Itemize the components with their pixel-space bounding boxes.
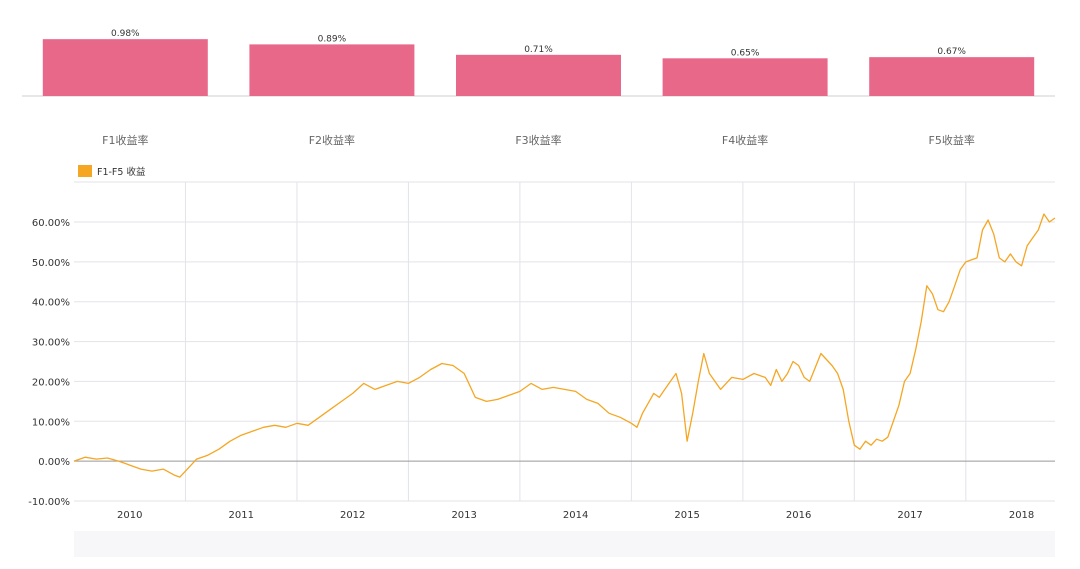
y-tick-label-1: 0.00% <box>38 457 70 468</box>
x-tick-label-3: 2013 <box>451 510 476 521</box>
x-tick-label-6: 2016 <box>786 510 811 521</box>
legend-label: F1-F5 收益 <box>97 166 146 178</box>
bar-data-label-4: 0.65% <box>731 48 760 58</box>
plot-bottom-band <box>74 531 1055 557</box>
bar-data-label-1: 0.98% <box>111 29 140 39</box>
y-axis-tick-labels: -10.00% 0.00% 10.00% 20.00% 30.00% 40.00% 50.0… <box>28 218 70 508</box>
bar-5 <box>869 57 1035 96</box>
x-tick-label-4: 2014 <box>563 510 588 521</box>
bar-4 <box>662 58 828 96</box>
x-axis-tick-labels: 2010 2011 2012 2013 2014 2015 2016 2017 2018 <box>117 510 1034 521</box>
x-tick-label-2: 2012 <box>340 510 365 521</box>
y-tick-label-2: 10.00% <box>32 417 70 428</box>
bar-data-labels: 0.98% 0.89% 0.71% 0.65% 0.67% <box>111 29 966 58</box>
bar-category-label-4: F4收益率 <box>722 133 768 147</box>
line-chart-legend[interactable]: F1-F5 收益 <box>78 165 146 178</box>
bar-data-label-2: 0.89% <box>318 34 347 44</box>
bar-1 <box>42 39 208 96</box>
x-tick-label-7: 2017 <box>897 510 922 521</box>
x-gridlines <box>184 182 967 501</box>
line-chart: F1-F5 收益 -10.00% 0.00% 10.00% 20.00% 30.00% 4… <box>28 165 1056 557</box>
y-tick-label-6: 50.00% <box>32 258 70 269</box>
line-chart-plot-background <box>74 180 1055 557</box>
y-gridlines <box>74 181 1055 502</box>
bar-data-label-5: 0.67% <box>937 47 966 57</box>
y-tick-label-7: 60.00% <box>32 218 70 229</box>
bar-category-label-3: F3收益率 <box>515 133 561 147</box>
x-tick-label-5: 2015 <box>674 510 699 521</box>
bar-data-label-3: 0.71% <box>524 45 553 55</box>
bar-2 <box>249 44 415 96</box>
x-tick-label-1: 2011 <box>228 510 253 521</box>
bar-3 <box>456 54 621 96</box>
y-tick-label-0: -10.00% <box>28 497 70 508</box>
bar-category-labels: F1收益率 F2收益率 F3收益率 F4收益率 F5收益率 <box>102 133 975 147</box>
series-line-f1-f5 <box>73 213 1056 478</box>
bar-category-label-1: F1收益率 <box>102 133 148 147</box>
bar-category-label-2: F2收益率 <box>309 133 355 147</box>
bar-category-label-5: F5收益率 <box>929 133 975 147</box>
legend-swatch <box>78 165 92 177</box>
y-tick-label-3: 20.00% <box>32 377 70 388</box>
y-tick-label-5: 40.00% <box>32 298 70 309</box>
bar-chart: 0.98% 0.89% 0.71% 0.65% 0.67% F1收益率 F2收益率 F3收益… <box>22 29 1055 147</box>
bar-series <box>42 39 1035 96</box>
x-tick-label-0: 2010 <box>117 510 142 521</box>
x-tick-label-8: 2018 <box>1009 510 1034 521</box>
y-tick-label-4: 30.00% <box>32 338 70 349</box>
